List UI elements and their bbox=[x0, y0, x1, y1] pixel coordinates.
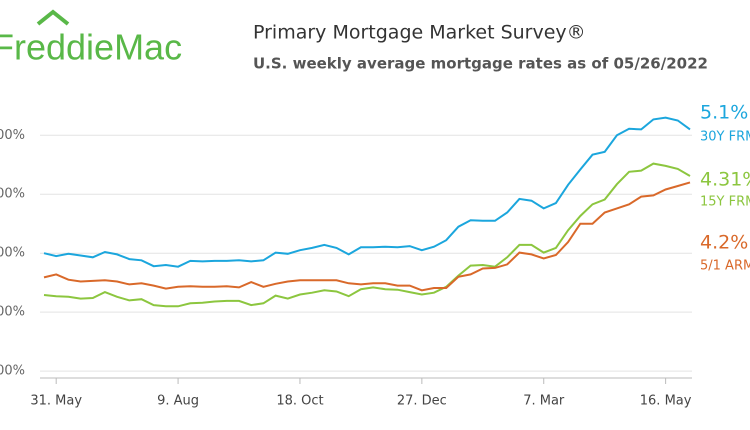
x-tick-label: 31. May bbox=[30, 394, 82, 409]
logo: FreddieMac bbox=[0, 9, 182, 68]
series-line bbox=[43, 181, 691, 292]
chart-subtitle: U.S. weekly average mortgage rates as of… bbox=[253, 55, 708, 73]
legend-label: 30Y FRM bbox=[700, 130, 750, 145]
legend-label: 5/1 ARM bbox=[700, 259, 750, 274]
y-tick-label: 4.00% bbox=[0, 187, 25, 202]
x-tick-label: 7. Mar bbox=[523, 394, 565, 409]
x-tick-label: 27. Dec bbox=[397, 394, 447, 409]
series-line bbox=[43, 116, 691, 268]
legend-label: 15Y FRM bbox=[700, 195, 750, 210]
y-tick-label: 3.00% bbox=[0, 246, 25, 261]
x-tick-label: 9. Aug bbox=[157, 394, 199, 409]
logo-text: FreddieMac bbox=[0, 27, 182, 68]
y-tick-label: 2.00% bbox=[0, 305, 25, 320]
chart-title: Primary Mortgage Market Survey® bbox=[253, 22, 586, 44]
series-line bbox=[43, 162, 691, 308]
y-tick-label: 1.00% bbox=[0, 364, 25, 379]
value-label: 4.2% bbox=[700, 232, 748, 254]
logo-house bbox=[36, 9, 70, 26]
x-tick-label: 18. Oct bbox=[276, 394, 323, 409]
value-label: 4.31% bbox=[700, 169, 750, 191]
x-tick-label: 16. May bbox=[640, 394, 692, 409]
value-label: 5.1% bbox=[700, 102, 748, 124]
y-tick-label: 5.00% bbox=[0, 128, 25, 143]
